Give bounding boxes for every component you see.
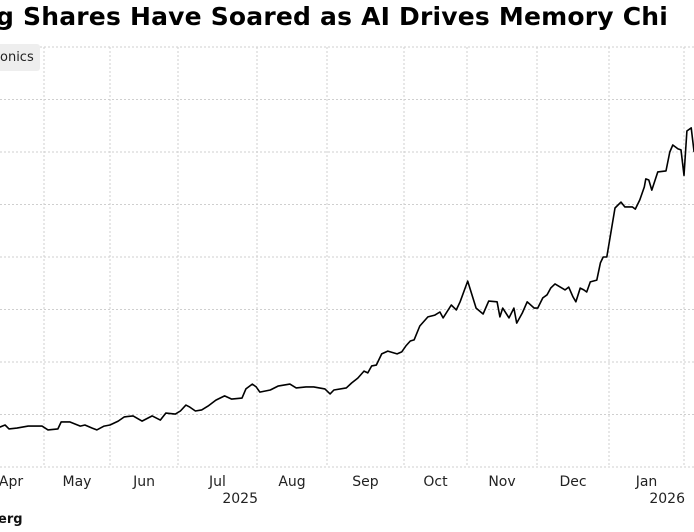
x-year-label: 2026 xyxy=(649,491,685,507)
chart-title: g Shares Have Soared as AI Drives Memory… xyxy=(0,2,669,31)
x-axis-labels: Apr May Jun Jul Aug Sep Oct Nov Dec Jan 2025 2026 xyxy=(0,474,685,507)
x-tick-label: May xyxy=(63,474,92,490)
source-label: erg xyxy=(0,512,23,527)
x-tick-label: Jul xyxy=(208,474,226,490)
legend-item: onics xyxy=(0,44,40,71)
x-tick-label: Apr xyxy=(0,474,23,490)
x-tick-label: Aug xyxy=(278,474,305,490)
legend-label: onics xyxy=(0,50,34,65)
x-year-label: 2025 xyxy=(222,491,258,507)
x-tick-label: Oct xyxy=(423,474,448,490)
x-tick-label: Jun xyxy=(132,474,155,490)
x-tick-label: Sep xyxy=(352,474,379,490)
x-tick-label: Nov xyxy=(488,474,515,490)
x-tick-label: Jan xyxy=(635,474,658,490)
gridlines xyxy=(0,46,694,468)
series-line xyxy=(0,127,694,431)
x-tick-label: Dec xyxy=(559,474,586,490)
